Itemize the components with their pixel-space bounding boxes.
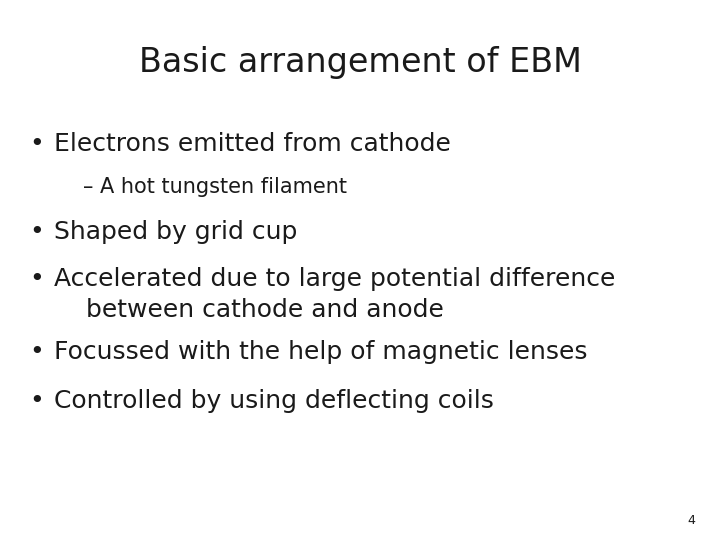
Text: Controlled by using deflecting coils: Controlled by using deflecting coils <box>54 389 494 413</box>
Text: Basic arrangement of EBM: Basic arrangement of EBM <box>138 46 582 79</box>
Text: Focussed with the help of magnetic lenses: Focussed with the help of magnetic lense… <box>54 340 588 364</box>
Text: •: • <box>29 132 43 156</box>
Text: Accelerated due to large potential difference
    between cathode and anode: Accelerated due to large potential diffe… <box>54 267 616 322</box>
Text: •: • <box>29 389 43 413</box>
Text: Electrons emitted from cathode: Electrons emitted from cathode <box>54 132 451 156</box>
Text: •: • <box>29 220 43 244</box>
Text: Shaped by grid cup: Shaped by grid cup <box>54 220 297 244</box>
Text: •: • <box>29 267 43 291</box>
Text: 4: 4 <box>687 514 695 526</box>
Text: – A hot tungsten filament: – A hot tungsten filament <box>83 177 347 197</box>
Text: •: • <box>29 340 43 364</box>
